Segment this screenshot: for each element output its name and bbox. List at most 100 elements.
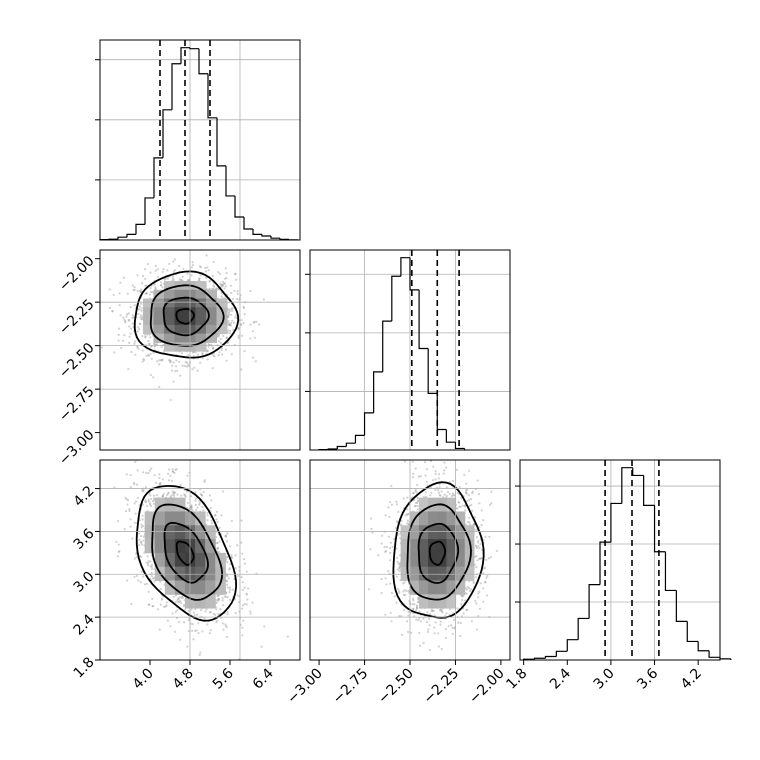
scatter-point [223, 282, 227, 285]
histogram-bin [409, 257, 420, 291]
scatter-point [198, 277, 201, 280]
scatter-point [228, 586, 231, 589]
scatter-point [419, 620, 422, 623]
scatter-point [139, 316, 142, 319]
scatter-point [230, 519, 233, 523]
density-cell [144, 525, 156, 540]
scatter-point [216, 541, 219, 545]
scatter-point [132, 288, 135, 292]
scatter-point [480, 557, 483, 560]
scatter-point [225, 579, 228, 582]
scatter-point [128, 507, 131, 511]
scatter-point [409, 454, 411, 456]
scatter-point [199, 266, 203, 269]
scatter-point [161, 495, 164, 498]
scatter-point [413, 603, 416, 606]
scatter-point [227, 323, 230, 327]
scatter-point [144, 335, 147, 338]
scatter-point [477, 540, 480, 543]
scatter-point [200, 494, 204, 497]
scatter-point [229, 562, 232, 566]
scatter-point [225, 624, 228, 628]
scatter-point [177, 360, 181, 363]
scatter-point [226, 611, 229, 614]
scatter-point [395, 547, 398, 550]
scatter-point [450, 494, 454, 497]
scatter-point [370, 527, 373, 531]
scatter-point [437, 491, 441, 494]
scatter-point [141, 525, 145, 528]
density-cell [174, 497, 186, 512]
scatter-point [443, 469, 446, 472]
scatter-point [128, 319, 131, 322]
scatter-point [155, 494, 159, 497]
scatter-point [170, 369, 173, 372]
scatter-point [186, 645, 189, 648]
scatter-point [141, 316, 144, 319]
scatter-point [450, 624, 453, 627]
scatter-point [414, 488, 417, 492]
density-panel-x1-x2 [309, 454, 511, 661]
scatter-point [192, 638, 195, 641]
scatter-point [423, 460, 427, 464]
scatter-point [237, 334, 240, 338]
scatter-point [191, 351, 195, 354]
scatter-point [130, 602, 133, 606]
scatter-point [249, 610, 252, 613]
scatter-point [236, 594, 239, 597]
scatter-point [221, 490, 225, 493]
scatter-point [228, 323, 231, 327]
scatter-point [141, 488, 144, 491]
scatter-point [240, 519, 243, 522]
scatter-point [169, 474, 172, 477]
scatter-point [176, 599, 179, 602]
scatter-point [230, 556, 234, 559]
scatter-point [230, 554, 233, 557]
density-cell [154, 525, 166, 540]
scatter-point [236, 326, 240, 329]
scatter-point [439, 494, 442, 497]
scatter-point [108, 306, 112, 309]
histogram-panel-x1 [305, 249, 511, 451]
scatter-point [459, 621, 462, 624]
scatter-point [173, 258, 176, 261]
scatter-point [166, 269, 169, 272]
density-cell [205, 580, 216, 595]
scatter-point [230, 313, 233, 316]
scatter-point [429, 494, 432, 497]
density-cell [216, 316, 228, 326]
density-cell [154, 511, 166, 526]
scatter-point [415, 491, 418, 494]
scatter-point [490, 490, 493, 493]
scatter-point [217, 598, 221, 601]
scatter-point [444, 636, 448, 640]
density-contour [149, 284, 225, 347]
scatter-point [191, 368, 194, 371]
density-cell [185, 298, 196, 308]
scatter-point [443, 461, 446, 464]
scatter-point [398, 566, 401, 569]
scatter-point [412, 607, 415, 611]
scatter-point [189, 505, 193, 508]
scatter-point [187, 619, 191, 622]
scatter-point [196, 506, 199, 509]
scatter-point [171, 277, 174, 280]
scatter-point [217, 340, 221, 343]
scatter-point [262, 298, 266, 301]
scatter-point [417, 475, 421, 478]
scatter-point [390, 620, 393, 623]
scatter-point [181, 364, 184, 367]
scatter-point [245, 593, 248, 596]
scatter-point [475, 565, 478, 569]
scatter-point [228, 545, 232, 548]
scatter-point [212, 354, 215, 357]
scatter-point [444, 627, 448, 631]
scatter-point [388, 515, 391, 519]
density-cell [195, 552, 206, 568]
scatter-point [140, 307, 143, 310]
scatter-point [398, 554, 402, 557]
scatter-point [438, 483, 441, 486]
scatter-point [199, 274, 202, 277]
scatter-point [144, 336, 147, 339]
density-cell [154, 539, 166, 554]
